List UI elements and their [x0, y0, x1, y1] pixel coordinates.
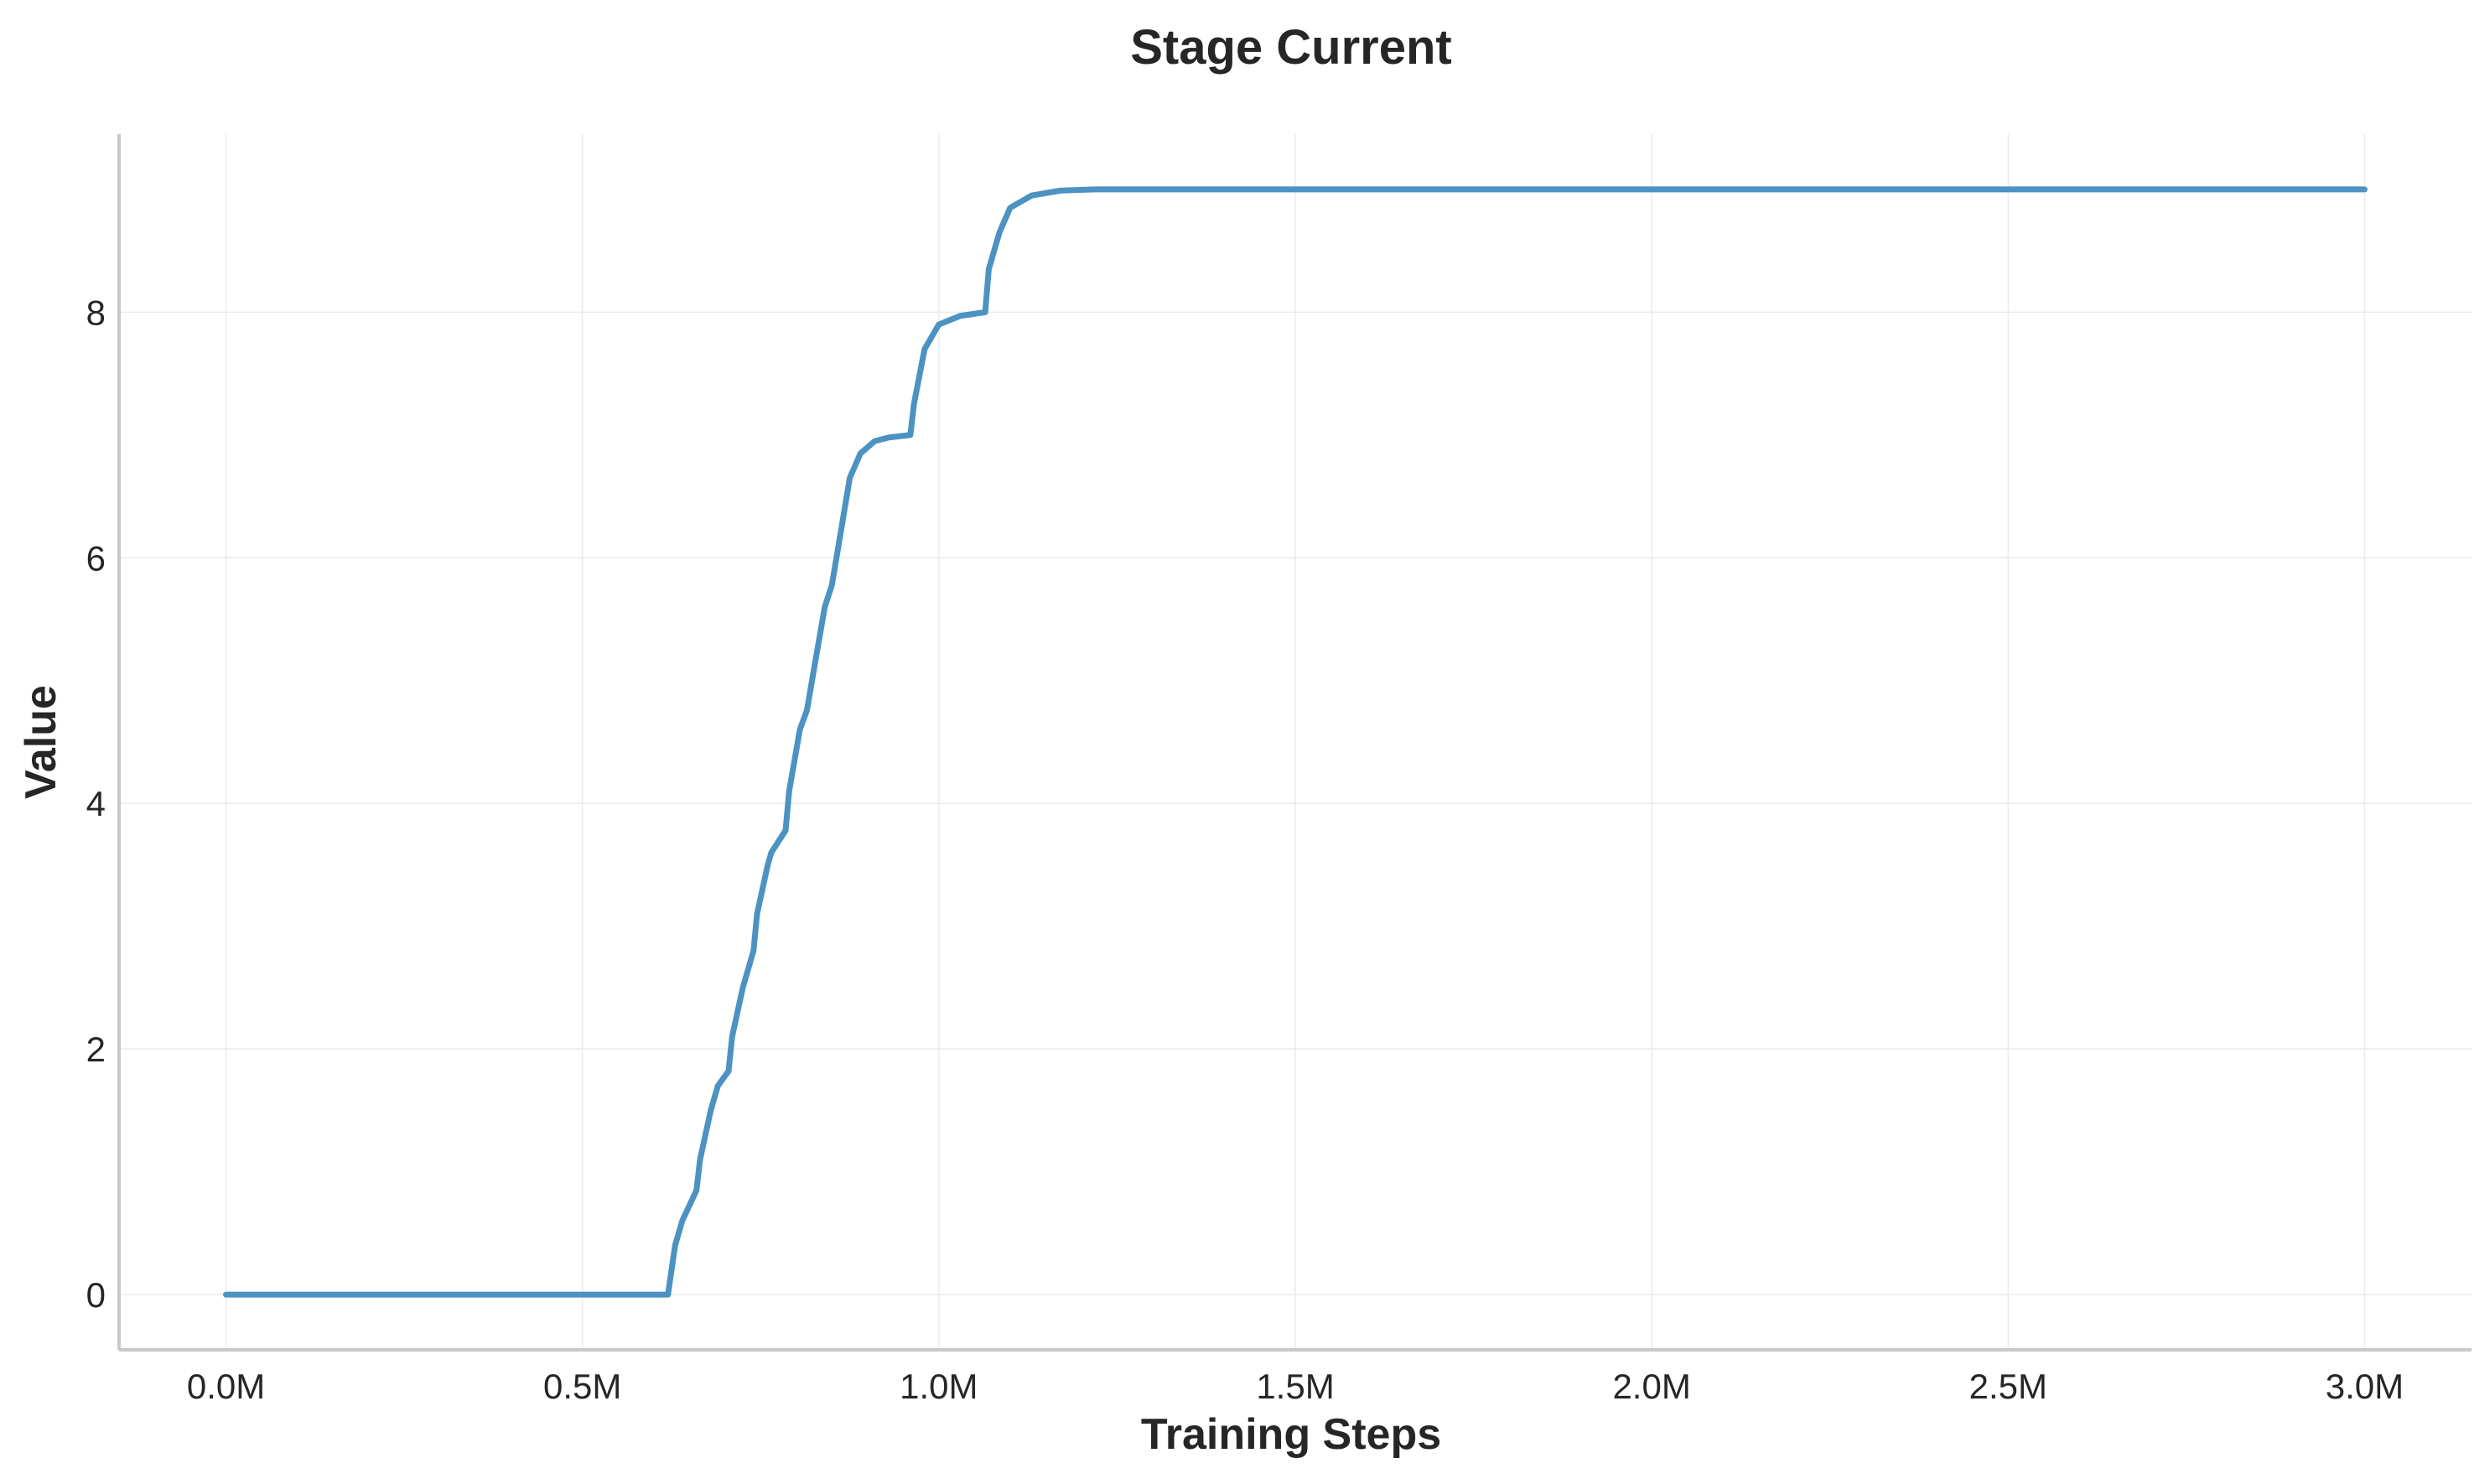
- y-tick-label: 4: [86, 784, 106, 823]
- y-axis-label: Value: [17, 685, 65, 799]
- y-tick-label: 0: [86, 1275, 106, 1315]
- x-tick-labels: 0.0M 0.5M 1.0M 1.5M 2.0M 2.5M 3.0M: [187, 1367, 2404, 1406]
- x-tick-label: 3.0M: [2326, 1367, 2404, 1406]
- chart-title: Stage Current: [1130, 20, 1452, 75]
- x-tick-label: 0.0M: [187, 1367, 265, 1406]
- y-tick-label: 8: [86, 293, 106, 332]
- x-tick-label: 0.5M: [543, 1367, 621, 1406]
- y-tick-label: 2: [86, 1030, 106, 1069]
- x-tick-label: 2.5M: [1969, 1367, 2047, 1406]
- x-axis-label: Training Steps: [1141, 1410, 1441, 1459]
- y-tick-labels: 0 2 4 6 8: [86, 293, 106, 1315]
- x-tick-label: 2.0M: [1612, 1367, 1690, 1406]
- series-line: [223, 186, 2368, 1298]
- gridlines: [119, 134, 2472, 1350]
- x-tick-label: 1.0M: [900, 1367, 978, 1406]
- y-tick-label: 6: [86, 538, 106, 578]
- x-tick-label: 1.5M: [1256, 1367, 1334, 1406]
